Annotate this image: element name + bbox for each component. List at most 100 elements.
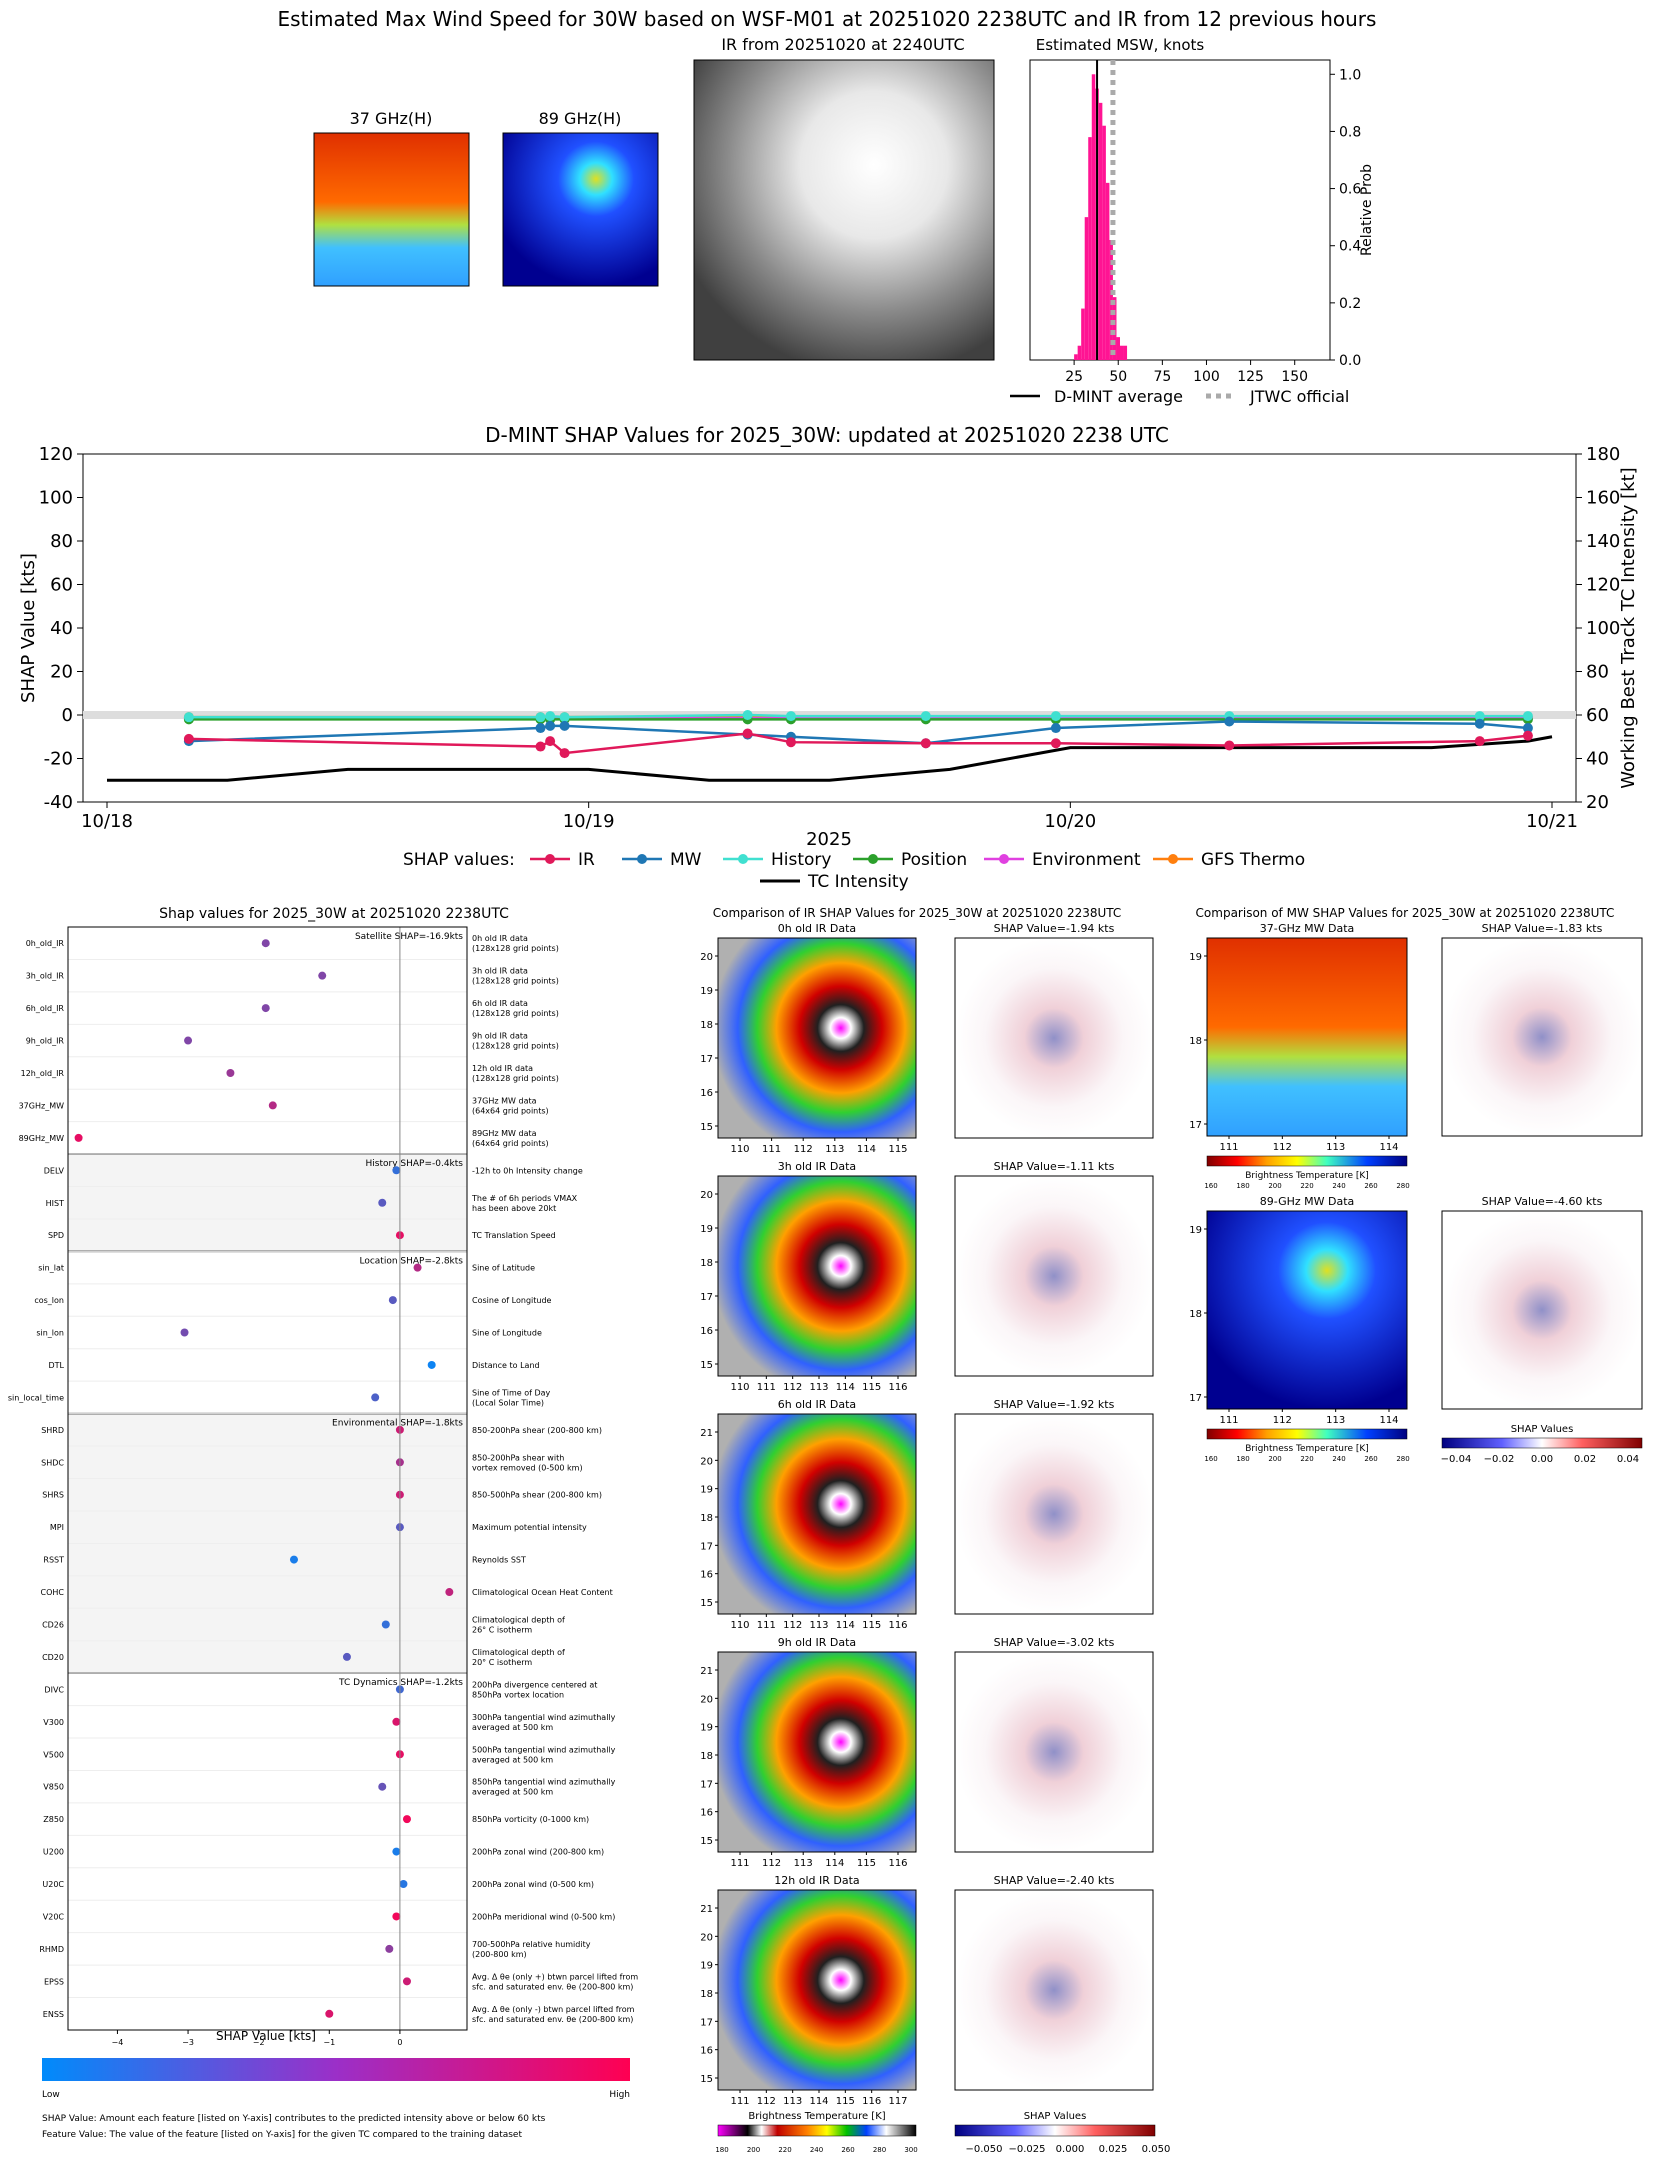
panel-cbar-tick: 260 (1364, 1455, 1377, 1463)
feature-name: V850 (43, 1783, 64, 1792)
panel-cbar-tick: 200 (1268, 1182, 1281, 1190)
panel-shap-image (1441, 937, 1643, 1137)
panel-cbar (1206, 1155, 1408, 1167)
panel-xtick-label: 111 (757, 1382, 776, 1393)
panel-ytick-label: 15 (700, 1598, 713, 1609)
panel-xtick-label: 112 (794, 1144, 813, 1155)
panel-ytick-label: 17 (700, 1779, 713, 1790)
feature-desc: 200hPa zonal wind (0-500 km) (472, 1880, 594, 1889)
legend-title: SHAP values: (403, 850, 515, 870)
panel-ytick-label: 17 (700, 2017, 713, 2028)
panel-title: 9h old IR Data (778, 1636, 856, 1649)
feature-name: RHMD (39, 1945, 64, 1954)
series-point-0 (1474, 736, 1485, 747)
feature-desc: The # of 6h periods VMAX (471, 1194, 578, 1203)
legend-label: GFS Thermo (1201, 850, 1305, 870)
panel-xtick-label: 116 (888, 1620, 907, 1631)
panel-title: 37-GHz MW Data (1260, 922, 1355, 935)
panel-ytick-label: 17 (700, 1054, 713, 1065)
series-point-0 (785, 737, 796, 748)
feature-name: SPD (48, 1231, 64, 1240)
panel-cbar-tick: 280 (1396, 1182, 1409, 1190)
feature-desc: sfc. and saturated env. θe (200-800 km) (472, 2015, 633, 2024)
feature-point (392, 1912, 401, 1921)
scat-xtick-label: 0 (397, 2038, 402, 2047)
panel-xtick-label: 114 (836, 1382, 855, 1393)
panel-ytick-label: 18 (700, 1513, 713, 1524)
hist-bar (1123, 345, 1128, 360)
series-point-0 (1522, 730, 1533, 741)
panel-xtick-label: 111 (1219, 1142, 1238, 1153)
panel-ytick-label: 20 (700, 1190, 713, 1201)
series-point-0 (742, 728, 753, 739)
hist-ytick-label: 0.2 (1339, 296, 1361, 312)
panel-data-image (717, 937, 917, 1139)
panel-cbar-tick: 160 (1204, 1455, 1217, 1463)
suptitle: Estimated Max Wind Speed for 30W based o… (278, 7, 1377, 31)
feature-desc: 850-500hPa shear (200-800 km) (472, 1491, 602, 1500)
series-point-2 (1050, 711, 1061, 722)
panel-xtick-label: 111 (757, 1620, 776, 1631)
panel-ytick-label: 18 (700, 1020, 713, 1031)
mw37-title: 37 GHz(H) (350, 109, 433, 128)
feature-name: Z850 (43, 1815, 64, 1824)
series-point-2 (183, 712, 194, 723)
panel-xtick-label: 111 (762, 1144, 781, 1155)
legend-marker (868, 854, 878, 864)
feature-desc: (128x128 grid points) (472, 1074, 559, 1083)
feature-desc: (64x64 grid points) (472, 1139, 549, 1148)
panel-title: 89-GHz MW Data (1260, 1195, 1355, 1208)
panel-xtick-label: 117 (888, 2096, 907, 2107)
panel-xtick-label: 116 (888, 1382, 907, 1393)
series-line-0 (188, 732, 1529, 755)
feature-desc: (128x128 grid points) (472, 1009, 559, 1018)
legend-label: MW (670, 850, 702, 870)
mw-comparison: Comparison of MW SHAP Values for 2025_30… (1189, 906, 1643, 1465)
panel-xtick-label: 114 (1379, 1415, 1398, 1426)
series-point-2 (920, 711, 931, 722)
feature-name: 9h_old_IR (26, 1037, 65, 1046)
feature-name: CD26 (42, 1620, 64, 1629)
panel-cbar-tick: 160 (1204, 1182, 1217, 1190)
hist-bar (1116, 337, 1120, 360)
line-ytick-right-label: 100 (1586, 618, 1620, 639)
panel-ytick-label: 19 (700, 1723, 713, 1734)
panel-xtick-label: 112 (762, 1858, 781, 1869)
line-ytick-right-label: 160 (1586, 488, 1620, 509)
panel-title: 12h old IR Data (774, 1874, 859, 1887)
panel-ytick-label: 19 (700, 1961, 713, 1972)
group-label: History SHAP=-0.4kts (366, 1159, 464, 1169)
feature-name: 6h_old_IR (26, 1004, 65, 1013)
feature-desc: (128x128 grid points) (472, 977, 559, 986)
feature-name: cos_lon (34, 1296, 64, 1305)
feature-name: 89GHz_MW (19, 1134, 64, 1143)
line-xlabel: 2025 (806, 829, 852, 850)
series-point-0 (545, 736, 556, 747)
feature-desc: Avg. Δ θe (only +) btwn parcel lifted fr… (472, 1972, 638, 1981)
panel-ytick-label: 16 (700, 1570, 713, 1581)
feature-point (289, 1555, 298, 1564)
feature-desc: 700-500hPa relative humidity (472, 1940, 591, 1949)
hist-bar (1112, 297, 1117, 360)
feature-desc: Sine of Longitude (472, 1329, 542, 1338)
feature-desc: averaged at 500 km (472, 1723, 553, 1732)
panel-ytick-label: 18 (1189, 1036, 1202, 1047)
legend-label: Environment (1032, 850, 1141, 870)
legend-marker (738, 854, 748, 864)
panel-shap-title: SHAP Value=-2.40 kts (994, 1874, 1115, 1887)
feature-name: MPI (50, 1523, 64, 1532)
irp-cbar-tick: 200 (747, 2146, 760, 2154)
panel-cbar-tick: 180 (1236, 1182, 1249, 1190)
mw-shap-tick: −0.04 (1441, 1454, 1472, 1465)
panel-title: 3h old IR Data (778, 1160, 856, 1173)
legend-label: Position (901, 850, 967, 870)
feature-desc: 300hPa tangential wind azimuthally (472, 1713, 616, 1722)
panel-ytick-label: 17 (700, 1541, 713, 1552)
feature-desc: (128x128 grid points) (472, 1042, 559, 1051)
feature-desc: 200hPa divergence centered at (472, 1680, 597, 1689)
line-ytick-right-label: 80 (1586, 662, 1609, 683)
irp-shap-tick: 0.025 (1099, 2144, 1128, 2155)
panel-title: 0h old IR Data (778, 922, 856, 935)
panel-ytick-label: 19 (700, 986, 713, 997)
feature-point (371, 1393, 380, 1402)
